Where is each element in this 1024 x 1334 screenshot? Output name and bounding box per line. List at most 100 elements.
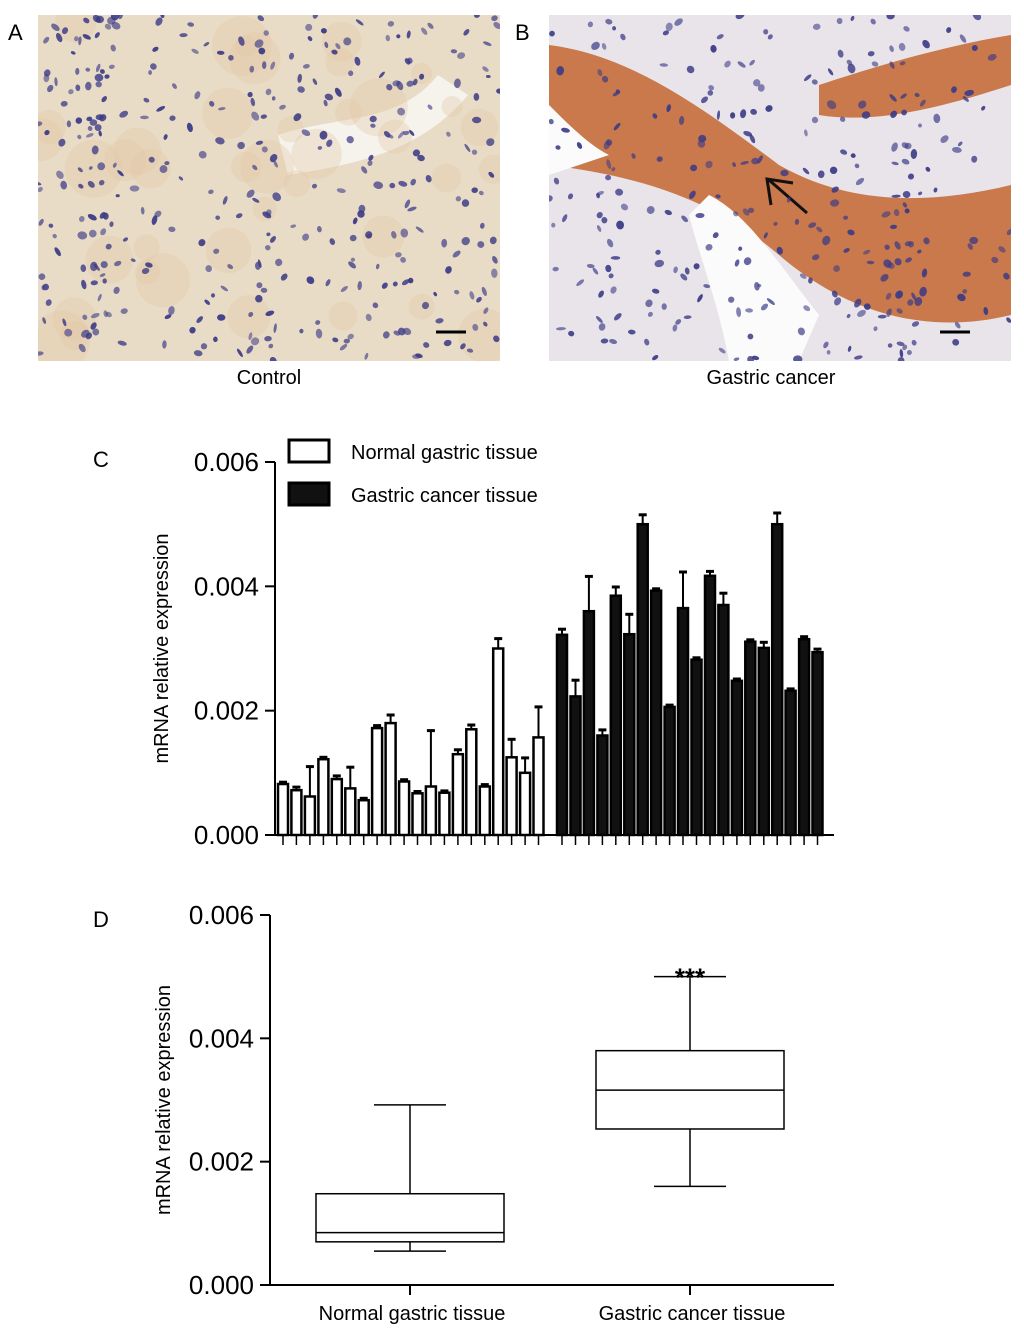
- nucleus: [644, 338, 650, 346]
- nucleus: [483, 321, 488, 327]
- nucleus: [369, 115, 377, 123]
- nucleus: [209, 100, 215, 107]
- nucleus: [56, 170, 64, 179]
- gland: [378, 119, 412, 154]
- gland: [362, 215, 405, 258]
- gland: [135, 253, 191, 308]
- nucleus: [38, 218, 44, 226]
- nucleus: [409, 129, 415, 136]
- nucleus: [478, 190, 484, 196]
- nucleus: [925, 166, 931, 172]
- nucleus: [987, 53, 997, 61]
- nucleus: [690, 164, 698, 172]
- nucleus: [94, 73, 104, 82]
- gland: [408, 293, 435, 320]
- nucleus: [889, 224, 898, 230]
- nucleus: [576, 279, 585, 287]
- nucleus: [483, 41, 492, 46]
- nucleus: [917, 249, 922, 254]
- gland: [228, 32, 281, 85]
- panel-letter-b: B: [515, 20, 530, 45]
- bar: [569, 695, 582, 837]
- nucleus: [87, 126, 93, 131]
- gland: [478, 154, 500, 184]
- nucleus: [757, 84, 765, 92]
- nucleus: [918, 191, 923, 196]
- nucleus: [887, 262, 895, 269]
- nucleus: [760, 303, 769, 311]
- nucleus: [297, 73, 302, 83]
- nucleus: [198, 150, 207, 159]
- nucleus: [410, 178, 416, 186]
- bar: [690, 658, 703, 837]
- nucleus: [193, 350, 203, 357]
- bar: [505, 756, 518, 837]
- nucleus: [103, 310, 108, 318]
- nucleus: [576, 142, 583, 149]
- gland: [64, 139, 123, 198]
- nucleus: [265, 209, 272, 217]
- nucleus: [77, 134, 82, 140]
- nucleus: [365, 231, 373, 239]
- gland: [411, 62, 433, 85]
- nucleus: [483, 307, 489, 314]
- nucleus: [654, 259, 665, 268]
- nucleus: [392, 80, 400, 87]
- nucleus: [914, 92, 920, 98]
- nucleus: [897, 357, 905, 361]
- nucleus: [210, 293, 216, 298]
- nucleus: [92, 328, 100, 336]
- nucleus: [867, 51, 875, 57]
- nucleus: [491, 15, 498, 22]
- nucleus: [747, 355, 754, 361]
- nucleus: [461, 199, 470, 207]
- nucleus: [605, 139, 613, 146]
- nucleus: [99, 273, 106, 277]
- nucleus: [61, 27, 69, 35]
- nucleus: [705, 160, 713, 169]
- nucleus: [902, 344, 908, 351]
- gland: [240, 140, 294, 194]
- nucleus: [683, 315, 692, 320]
- nucleus: [737, 61, 746, 68]
- nucleus: [339, 343, 348, 351]
- nucleus: [115, 194, 120, 198]
- nucleus: [610, 256, 621, 260]
- nucleus: [923, 237, 930, 245]
- nucleus: [252, 197, 260, 203]
- nucleus: [222, 196, 228, 205]
- nucleus: [191, 48, 199, 54]
- nucleus: [198, 239, 206, 247]
- nucleus: [967, 243, 973, 250]
- nucleus: [680, 273, 688, 281]
- nucleus: [83, 17, 90, 24]
- nucleus: [834, 297, 842, 306]
- cancer-histology-image: [549, 15, 1011, 361]
- nucleus: [664, 209, 672, 216]
- nucleus: [152, 46, 159, 52]
- nucleus: [613, 313, 622, 321]
- nucleus: [662, 30, 669, 36]
- nucleus: [866, 260, 875, 265]
- nucleus: [404, 199, 411, 209]
- nucleus: [205, 265, 213, 273]
- nucleus: [90, 280, 98, 286]
- nucleus: [750, 108, 757, 115]
- nucleus: [555, 145, 561, 150]
- nucleus: [382, 331, 390, 339]
- nucleus: [248, 332, 253, 341]
- nucleus: [249, 65, 255, 73]
- nucleus: [693, 263, 700, 270]
- nucleus: [858, 100, 867, 109]
- nucleus: [613, 122, 621, 131]
- nucleus: [895, 290, 903, 299]
- nucleus: [90, 322, 97, 330]
- tumor-nest: [549, 45, 1011, 323]
- nucleus: [652, 113, 658, 119]
- nucleus: [911, 339, 917, 346]
- nucleus: [162, 340, 167, 349]
- nucleus: [87, 180, 95, 188]
- nucleus: [99, 212, 106, 219]
- nucleus: [587, 21, 594, 28]
- nucleus: [114, 260, 122, 267]
